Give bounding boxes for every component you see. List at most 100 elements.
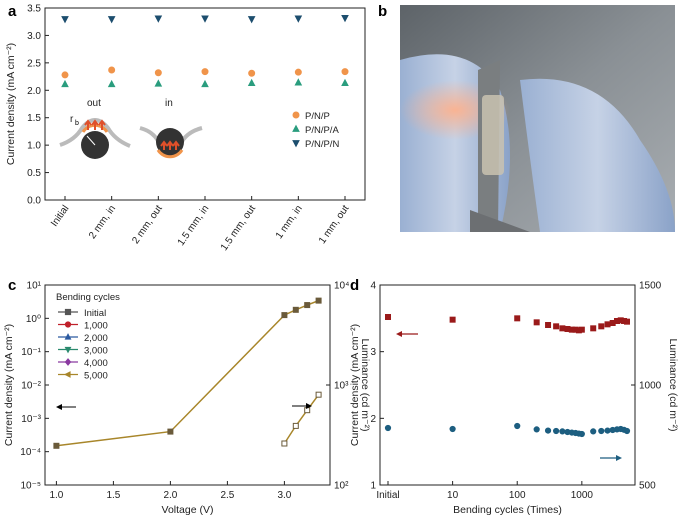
- chart-c-xtick-label: 2.0: [163, 490, 177, 501]
- chart-c-current-point: [281, 312, 288, 319]
- chart-a-point-p-n-p: [341, 68, 349, 76]
- chart-a-ytick-label: 0.0: [27, 196, 41, 207]
- chart-a-point-p-n-p: [294, 68, 302, 76]
- chart-c-legend-label: 4,000: [84, 358, 108, 369]
- chart-c-luminance-line: [283, 394, 320, 444]
- chart-a-point-p-n-p-n: [341, 14, 349, 23]
- chart-d-ytick-label: 4: [370, 281, 376, 292]
- chart-c-ytick-label: 10⁰: [26, 314, 41, 325]
- chart-c-xtick-label: 1.0: [49, 490, 63, 501]
- chart-d: 1 2 3 4 500 1000 1500 Initial 10 100 1000 Bending c…: [349, 281, 679, 517]
- chart-d-current-point: [559, 325, 566, 332]
- chart-d-ytick-label: 1: [370, 481, 376, 492]
- chart-a-legend-marker: [292, 111, 300, 119]
- chart-c-legend-marker: [64, 321, 72, 328]
- chart-a: 0.0 0.5 1.0 1.5 2.0 2.5 3.0 3.5 Initial 2 mm, in 2…: [5, 4, 366, 253]
- chart-c-current-point: [167, 428, 174, 435]
- panel-c-letter: c: [8, 277, 16, 294]
- chart-d-y2label: Luminance (cd m⁻²): [667, 338, 679, 431]
- chart-a-inset-radius-sub: b: [75, 120, 79, 127]
- chart-d-luminance-point: [514, 422, 521, 430]
- chart-c-legend-label: Initial: [84, 308, 106, 319]
- chart-a-inset-radius-line: [86, 135, 96, 146]
- chart-c-luminance-point: [281, 440, 288, 447]
- chart-d-xtick-label: 10: [447, 490, 459, 501]
- chart-d-ylabel: Current density (mA cm⁻²): [349, 324, 361, 446]
- chart-d-xtick-label: 1000: [571, 490, 594, 501]
- chart-a-inset-out-arrow: [98, 119, 106, 130]
- chart-a-ytick-label: 2.5: [27, 58, 41, 69]
- chart-c-luminance-point: [292, 422, 299, 429]
- chart-c-ytick-label: 10⁻⁵: [20, 481, 41, 492]
- chart-a-ytick-label: 3.0: [27, 31, 41, 42]
- chart-d-current-point: [590, 325, 597, 332]
- chart-a-point-p-n-p-a: [61, 79, 69, 88]
- chart-d-y2tick-label: 1500: [639, 281, 662, 292]
- chart-a-point-p-n-p-n: [247, 16, 256, 24]
- chart-a-ytick-label: 3.5: [27, 4, 41, 15]
- chart-d-y2tick-label: 1000: [639, 381, 662, 392]
- chart-c-ylabel: Current density (mA cm⁻²): [3, 324, 15, 446]
- chart-d-luminance-point: [604, 427, 611, 434]
- chart-a-inset-out-arrow: [84, 119, 92, 130]
- chart-c-legend-marker: [64, 333, 72, 340]
- chart-d-luminance-point: [544, 427, 552, 434]
- chart-d-ytick-label: 2: [370, 414, 376, 425]
- chart-c-ytick-label: 10⁻⁴: [20, 447, 41, 458]
- chart-d-luminance-point: [384, 424, 392, 432]
- chart-a-ytick-label: 1.0: [27, 141, 41, 152]
- panel-b-photo: [400, 5, 675, 233]
- chart-a-inset-in-device: [156, 149, 184, 159]
- chart-c-ytick-label: 10¹: [27, 281, 42, 292]
- chart-d-luminance-point: [559, 428, 566, 435]
- chart-a-point-p-n-p: [61, 71, 69, 79]
- chart-a-point-p-n-p-a: [341, 78, 349, 87]
- chart-d-frame: [379, 284, 636, 486]
- chart-a-legend-label: P/N/P: [305, 111, 330, 122]
- chart-d-current-point: [533, 319, 540, 326]
- chart-d-current-point: [604, 321, 611, 328]
- chart-d-luminance-point: [449, 425, 456, 433]
- chart-c-legend-marker: [64, 346, 72, 354]
- chart-c-luminance-point: [304, 407, 311, 414]
- chart-d-ytick-label: 3: [370, 347, 376, 358]
- chart-d-current-point: [514, 315, 521, 322]
- chart-c-current-point: [292, 306, 299, 313]
- chart-a-point-p-n-p-n: [154, 15, 163, 23]
- chart-a-xtick-label: 2 mm, in: [87, 203, 118, 241]
- panel-b-letter: b: [378, 3, 387, 20]
- chart-a-ytick-label: 0.5: [27, 168, 41, 179]
- panel-d-letter: d: [350, 277, 359, 294]
- chart-c-arrow-right-head: [306, 403, 312, 409]
- chart-c-y2label: Luminance (cd m⁻²): [359, 338, 371, 431]
- chart-c-ytick-label: 10⁻¹: [21, 347, 41, 358]
- chart-c-xtick-label: 3.0: [277, 490, 291, 501]
- chart-a-inset-in-arrow: [166, 140, 174, 150]
- chart-d-arrow-right-head: [616, 455, 622, 461]
- chart-d-current-point: [545, 322, 552, 328]
- chart-c-legend-title: Bending cycles: [56, 292, 120, 303]
- chart-a-point-p-n-p: [248, 69, 256, 77]
- chart-d-luminance-point: [578, 430, 585, 438]
- chart-d-current-point: [624, 318, 630, 325]
- chart-a-inset-in-arrow: [172, 140, 180, 150]
- chart-a-inset-radius-label: r: [70, 114, 74, 125]
- chart-a-ytick-label: 2.0: [27, 86, 41, 97]
- chart-c-legend-label: 5,000: [84, 371, 108, 382]
- chart-c-y2tick-label: 10³: [334, 381, 349, 392]
- chart-d-luminance-point: [598, 427, 605, 435]
- chart-a-point-p-n-p-n: [61, 16, 69, 24]
- chart-c-arrow-left-head: [56, 404, 62, 410]
- chart-a-legend-label: P/N/P/A: [305, 125, 339, 136]
- chart-c-current-point: [304, 302, 311, 309]
- chart-d-luminance-point: [533, 426, 540, 433]
- chart-a-inset-out-arrow: [91, 119, 99, 130]
- chart-a-legend-marker: [292, 140, 300, 148]
- chart-c-current-point: [53, 442, 60, 449]
- chart-d-xtick-label: Initial: [376, 490, 399, 501]
- chart-a-inset-out-label: out: [87, 98, 101, 109]
- chart-c-y2tick-label: 10⁴: [334, 281, 349, 292]
- chart-c-xtick-label: 1.5: [106, 490, 120, 501]
- chart-d-current-point: [553, 323, 560, 330]
